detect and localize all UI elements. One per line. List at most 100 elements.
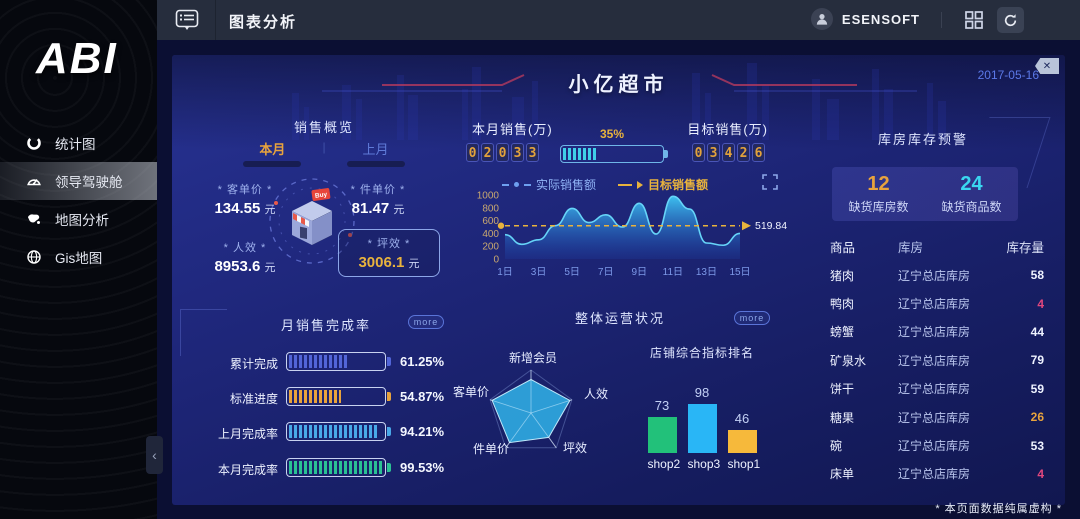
tab-last-month[interactable]: 上月 (334, 139, 418, 167)
radar-axis-label: 客单价 (452, 385, 490, 399)
svg-text:15日: 15日 (729, 267, 750, 278)
shop-bar-label: shop2 (647, 457, 681, 471)
table-row: 饼干 辽宁总店库房 59 (830, 381, 1044, 397)
tab-underline (346, 161, 405, 167)
arrow-marker-icon (637, 180, 644, 189)
dot-marker-icon (514, 182, 519, 187)
completion-row: 上月完成率 94.21% (217, 422, 445, 441)
shop-ranking-title: 店铺综合指标排名 (649, 346, 754, 360)
dashboard-board: 小亿超市 2017-05-16 ✕ 销售概览 本月 | 上月 (172, 55, 1065, 505)
chevron-left-icon: ‹ (152, 447, 157, 463)
topbar: 图表分析 ESENSOFT (157, 0, 1080, 40)
topbar-vdivider (941, 12, 942, 28)
alert-warehouses: 12 缺货库房数 (848, 172, 909, 214)
donut-chart-icon (26, 135, 42, 151)
completion-bar (286, 352, 391, 371)
dash-marker-icon (502, 183, 509, 186)
panel-list-button[interactable] (173, 8, 201, 32)
svg-text:200: 200 (482, 242, 499, 253)
sidebar: ABI 统计图 领导驾驶舱 地图分析 (0, 0, 157, 519)
operations-more-button[interactable]: more (734, 311, 770, 325)
inventory-table-rows: 猪肉 辽宁总店库房 58 鸭肉 辽宁总店库房 4 螃蟹 辽宁总店库房 44 矿泉水 辽宁总店库房 79… (824, 261, 1050, 488)
alert-products: 24 缺货商品数 (941, 172, 1002, 214)
inventory-alert-box: 12 缺货库房数 24 缺货商品数 (832, 167, 1018, 221)
shop-bar (647, 416, 677, 453)
shop-ranking-labels: shop2 shop3 shop1 (640, 457, 764, 471)
dash-marker-icon (524, 183, 531, 186)
apps-grid-button[interactable] (964, 10, 984, 30)
table-row: 螃蟹 辽宁总店库房 44 (830, 324, 1044, 340)
sidebar-item-label: 统计图 (55, 137, 96, 152)
sidebar-item-map-analysis[interactable]: 地图分析 (0, 200, 157, 238)
sales-overview-panel: 销售概览 本月 | 上月 * 客单价 * 134.55 元 (198, 113, 450, 281)
sidebar-nav: 统计图 领导驾驶舱 地图分析 Gis地图 (0, 124, 157, 276)
svg-text:13日: 13日 (696, 267, 717, 278)
radar-axis-label: 件单价 (472, 442, 510, 456)
table-row: 糖果 辽宁总店库房 26 (830, 410, 1044, 425)
user-menu[interactable]: ESENSOFT (810, 8, 920, 30)
svg-text:800: 800 (482, 203, 499, 214)
store-icon: Buy (264, 173, 360, 269)
sidebar-item-cockpit[interactable]: 领导驾驶舱 (0, 162, 157, 200)
tab-underline (243, 161, 302, 167)
inventory-table: 商品 库房 库存量 猪肉 辽宁总店库房 58 鸭肉 辽宁总店库房 4 螃蟹 辽宁总店库房 44 矿… (824, 237, 1050, 488)
completion-bar (286, 422, 391, 441)
page-title: 图表分析 (229, 14, 298, 31)
svg-text:9日: 9日 (632, 267, 648, 278)
sales-overview-title: 销售概览 (293, 120, 354, 135)
completion-row: 标准进度 54.87% (229, 387, 445, 406)
sidebar-item-gis-map[interactable]: Gis地图 (0, 238, 157, 276)
shop-bar-column: 73 (647, 398, 677, 453)
svg-text:Buy: Buy (315, 191, 329, 200)
radar-axis-label: 人效 (583, 387, 609, 401)
tab-this-month[interactable]: 本月 (230, 139, 314, 167)
sidebar-item-label: 地图分析 (55, 213, 109, 228)
username: ESENSOFT (841, 11, 920, 27)
metric-customer-price: * 客单价 * 134.55 元 (214, 184, 276, 217)
close-icon: ✕ (1042, 60, 1052, 72)
line-marker-icon (618, 183, 633, 186)
month-sales-label: 本月销售(万) (472, 122, 553, 137)
radar-axis-label: 新增会员 (508, 351, 558, 365)
refresh-icon (1004, 13, 1017, 26)
completion-panel: 月销售完成率 more 累计完成 61.25% 标准进度 (180, 309, 460, 483)
apps-grid-icon (965, 11, 983, 29)
table-row: 猪肉 辽宁总店库房 58 (830, 268, 1044, 283)
alert-product-count: 24 (960, 172, 983, 195)
sales-period-tabs: 本月 | 上月 (198, 139, 450, 167)
sidebar-item-statistics[interactable]: 统计图 (0, 124, 157, 162)
topbar-divider (215, 0, 216, 40)
svg-text:1日: 1日 (497, 267, 513, 278)
refresh-button[interactable] (997, 7, 1024, 33)
fullscreen-button[interactable] (762, 174, 778, 190)
battery-fill (563, 148, 598, 160)
svg-text:3日: 3日 (531, 267, 547, 278)
svg-text:519.84: 519.84 (755, 220, 787, 232)
shop-bar-label: shop3 (687, 457, 721, 471)
trend-legend: 实际销售额 目标销售额 (502, 176, 708, 193)
shop-bar (727, 430, 757, 453)
radar-axis-label: 坪效 (562, 441, 588, 455)
legend-target: 目标销售额 (618, 176, 708, 193)
avatar-icon (810, 8, 833, 30)
svg-text:5日: 5日 (564, 267, 580, 278)
completion-more-button[interactable]: more (408, 315, 444, 329)
inventory-table-header: 商品 库房 库存量 (830, 241, 1044, 255)
svg-text:600: 600 (482, 216, 499, 227)
table-row: 鸭肉 辽宁总店库房 4 (830, 296, 1044, 312)
svg-text:7日: 7日 (598, 267, 614, 278)
dashboard-title: 小亿超市 (568, 74, 669, 96)
completion-bar (286, 387, 391, 406)
inventory-title: 库房库存预警 (853, 129, 993, 148)
completion-title: 月销售完成率 (280, 318, 371, 333)
completion-row: 本月完成率 99.53% (217, 458, 445, 477)
close-button[interactable]: ✕ (1035, 58, 1059, 74)
sidebar-collapse-button[interactable]: ‹ (146, 436, 163, 474)
legend-actual: 实际销售额 (502, 176, 596, 193)
completion-row: 累计完成 61.25% (229, 352, 445, 371)
table-row: 碗辽宁总店库房 53 (830, 438, 1044, 454)
shop-bar (687, 404, 717, 453)
